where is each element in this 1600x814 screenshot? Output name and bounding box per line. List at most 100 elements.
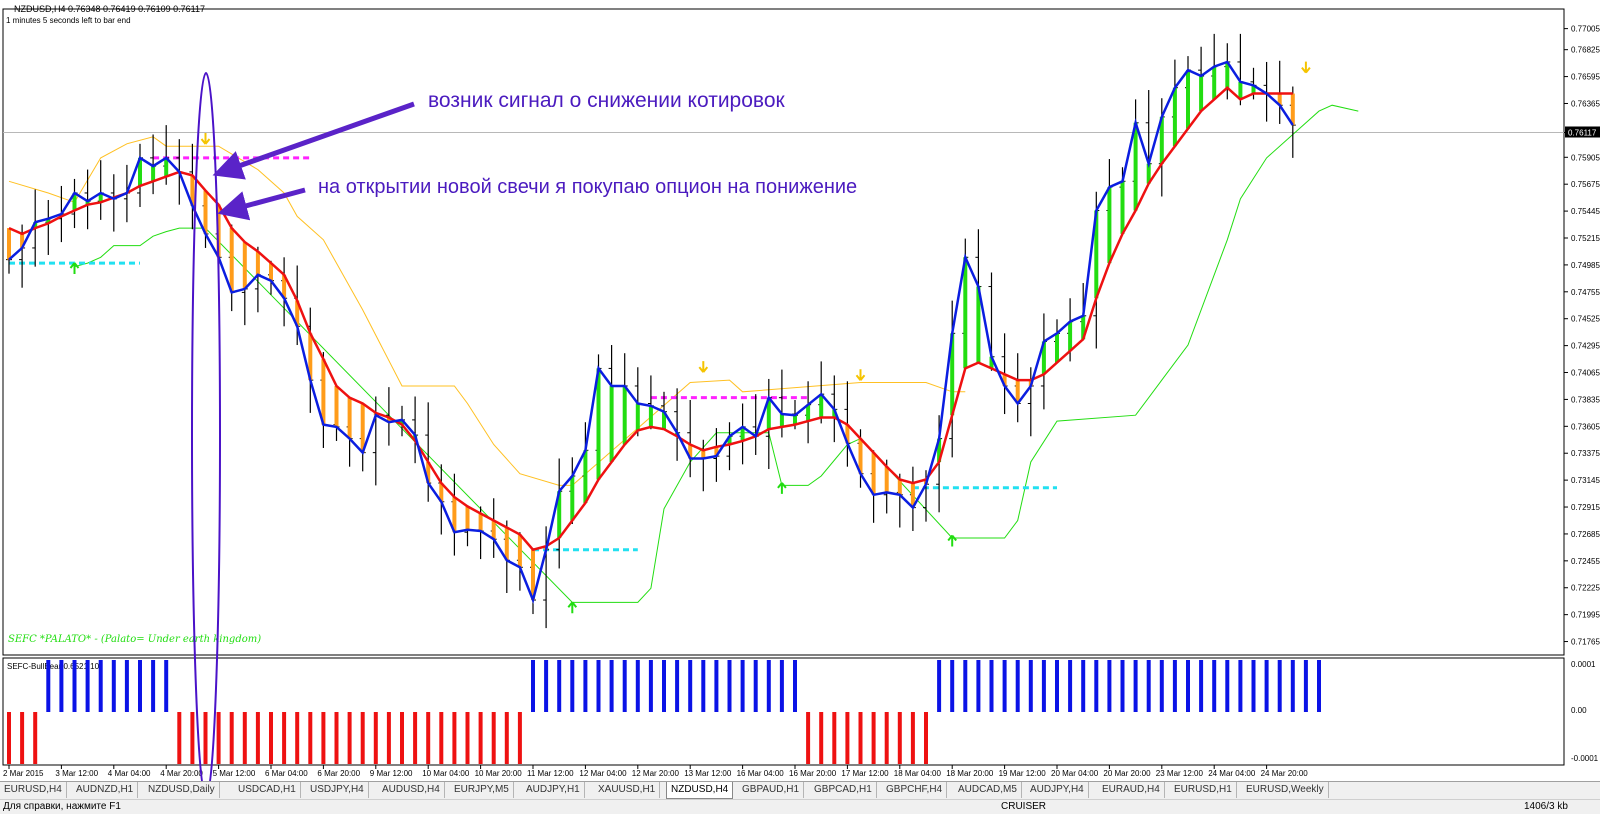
indicator-y-tick-label: 0.0001 (1571, 660, 1596, 669)
chart-tab[interactable]: NZDUSD,Daily (144, 782, 220, 798)
chart-tab[interactable]: USDJPY,H4 (306, 782, 369, 798)
y-tick-label: 0.76595 (1571, 73, 1600, 82)
y-tick-label: 0.76825 (1571, 46, 1600, 55)
y-tick-label: 0.73145 (1571, 476, 1600, 485)
close-line (8, 60, 1294, 604)
x-tick-label: 4 Mar 04:00 (108, 769, 151, 778)
sell-arrow-icon (698, 361, 709, 373)
chart-tab[interactable]: EURJPY,M5 (450, 782, 514, 798)
y-tick-label: 0.72455 (1571, 557, 1600, 566)
y-tick-label: 0.73605 (1571, 422, 1600, 431)
chart-tab[interactable]: AUDNZD,H1 (72, 782, 139, 798)
y-tick-label: 0.72225 (1571, 584, 1600, 593)
x-tick-label: 18 Mar 20:00 (946, 769, 994, 778)
x-tick-label: 20 Mar 04:00 (1051, 769, 1099, 778)
x-tick-label: 17 Mar 12:00 (841, 769, 889, 778)
symbol-line: NZDUSD,H4 0.76348 0.76419 0.76109 0.7611… (14, 4, 205, 14)
y-tick-label: 0.71995 (1571, 611, 1600, 620)
chart-tab[interactable]: EURUSD,Weekly (1242, 782, 1329, 798)
annotation-signal-text: возник сигнал о снижении котировок (428, 89, 786, 112)
sell-arrow-icon (1301, 61, 1311, 74)
x-tick-label: 18 Mar 04:00 (894, 769, 942, 778)
chart-tab[interactable]: GBPCHF,H4 (882, 782, 948, 798)
y-tick-label: 0.73835 (1571, 395, 1600, 404)
sell-arrow-icon (855, 369, 866, 381)
kijun-line (8, 86, 1293, 552)
chart-tab[interactable]: GBPCAD,H1 (810, 782, 877, 798)
indicator-y-tick-label: 0.00 (1571, 706, 1587, 715)
timer-text: 1 minutes 5 seconds left to bar end (6, 16, 131, 25)
chart-tab[interactable]: EURUSD,H4 (0, 782, 67, 798)
x-tick-label: 10 Mar 04:00 (422, 769, 470, 778)
x-tick-label: 19 Mar 12:00 (999, 769, 1047, 778)
y-tick-label: 0.75215 (1571, 234, 1600, 243)
chart-tab[interactable]: EURAUD,H4 (1098, 782, 1165, 798)
x-tick-label: 2 Mar 2015 (3, 769, 44, 778)
upper-stop-line (8, 136, 966, 486)
y-tick-label: 0.75445 (1571, 207, 1600, 216)
x-tick-label: 23 Mar 12:00 (1156, 769, 1204, 778)
sell-arrow-icon (200, 132, 211, 145)
chart-tab[interactable]: AUDJPY,H1 (522, 782, 585, 798)
x-tick-label: 24 Mar 20:00 (1261, 769, 1309, 778)
current-price-box (1565, 126, 1600, 138)
x-tick-label: 13 Mar 12:00 (684, 769, 732, 778)
y-tick-label: 0.75905 (1571, 153, 1600, 162)
chart-tab[interactable]: EURUSD,H1 (1170, 782, 1237, 798)
x-tick-label: 10 Mar 20:00 (475, 769, 523, 778)
x-tick-label: 16 Mar 20:00 (789, 769, 837, 778)
x-tick-label: 5 Mar 12:00 (213, 769, 256, 778)
x-tick-label: 12 Mar 04:00 (579, 769, 627, 778)
y-tick-label: 0.72915 (1571, 503, 1600, 512)
y-tick-label: 0.76365 (1571, 99, 1600, 108)
main-plot-frame (2, 8, 1565, 656)
x-tick-label: 24 Mar 04:00 (1208, 769, 1256, 778)
chart-tab[interactable]: AUDCAD,M5 (954, 782, 1022, 798)
indicator-y-tick-label: -0.0001 (1571, 754, 1599, 763)
buy-arrow-icon (947, 534, 957, 547)
y-tick-label: 0.74985 (1571, 261, 1600, 270)
status-profile: CRUISER (1001, 801, 1047, 812)
annotation-buy-text: на открытии новой свечи я покупаю опцион… (318, 176, 857, 198)
y-tick-label: 0.73375 (1571, 449, 1600, 458)
x-tick-label: 20 Mar 20:00 (1103, 769, 1151, 778)
buy-arrow-icon (777, 482, 787, 494)
x-tick-label: 6 Mar 04:00 (265, 769, 308, 778)
chart-tab[interactable]: USDCAD,H1 (234, 782, 301, 798)
x-tick-label: 4 Mar 20:00 (160, 769, 203, 778)
lower-stop-line (74, 104, 1359, 603)
x-tick-label: 3 Mar 12:00 (55, 769, 98, 778)
annotation-arrow-1 (212, 101, 415, 180)
x-tick-label: 16 Mar 04:00 (737, 769, 785, 778)
price-chart[interactable]: NZDUSD,H4 0.76348 0.76419 0.76109 0.7611… (0, 0, 1600, 781)
buy-arrow-icon (567, 601, 578, 614)
indicator-label-bullbear: SEFC-BullBear 0.6521 10 (7, 662, 100, 671)
y-tick-label: 0.74295 (1571, 342, 1600, 351)
y-tick-label: 0.72685 (1571, 530, 1600, 539)
indicator-label-palato: SEFC *PALATO* - (Palato= Under earth kin… (8, 634, 261, 645)
buy-arrow-icon (69, 262, 80, 274)
chart-tab[interactable]: NZDUSD,H4 (666, 782, 734, 799)
x-tick-label: 12 Mar 20:00 (632, 769, 680, 778)
annotation-arrow-2 (217, 187, 306, 221)
y-tick-label: 0.75675 (1571, 180, 1600, 189)
chart-tab[interactable]: AUDUSD,H4 (378, 782, 445, 798)
y-tick-label: 0.74755 (1571, 288, 1600, 297)
x-tick-label: 11 Mar 12:00 (527, 769, 574, 778)
y-tick-label: 0.77005 (1571, 25, 1600, 34)
status-bar: Для справки, нажмите F1 CRUISER 1406/3 k… (0, 799, 1600, 814)
x-tick-label: 6 Mar 20:00 (317, 769, 360, 778)
current-price-label: 0.76117 (1568, 128, 1597, 137)
indicator-plot-frame (2, 657, 1565, 766)
y-tick-label: 0.74525 (1571, 315, 1600, 324)
x-tick-label: 9 Mar 12:00 (370, 769, 413, 778)
signal-highlight-oval (191, 72, 221, 781)
chart-tab[interactable]: GBPAUD,H1 (738, 782, 805, 798)
y-tick-label: 0.74065 (1571, 369, 1600, 378)
y-tick-label: 0.71765 (1571, 638, 1600, 647)
status-help-text: Для справки, нажмите F1 (3, 801, 121, 812)
chart-tabs: EURUSD,H4 AUDNZD,H1 NZDUSD,Daily USDCAD,H1 U… (0, 781, 1600, 799)
chart-tab[interactable]: AUDJPY,H4 (1026, 782, 1089, 798)
status-traffic: 1406/3 kb (1524, 801, 1568, 812)
chart-tab[interactable]: XAUUSD,H1 (594, 782, 661, 798)
